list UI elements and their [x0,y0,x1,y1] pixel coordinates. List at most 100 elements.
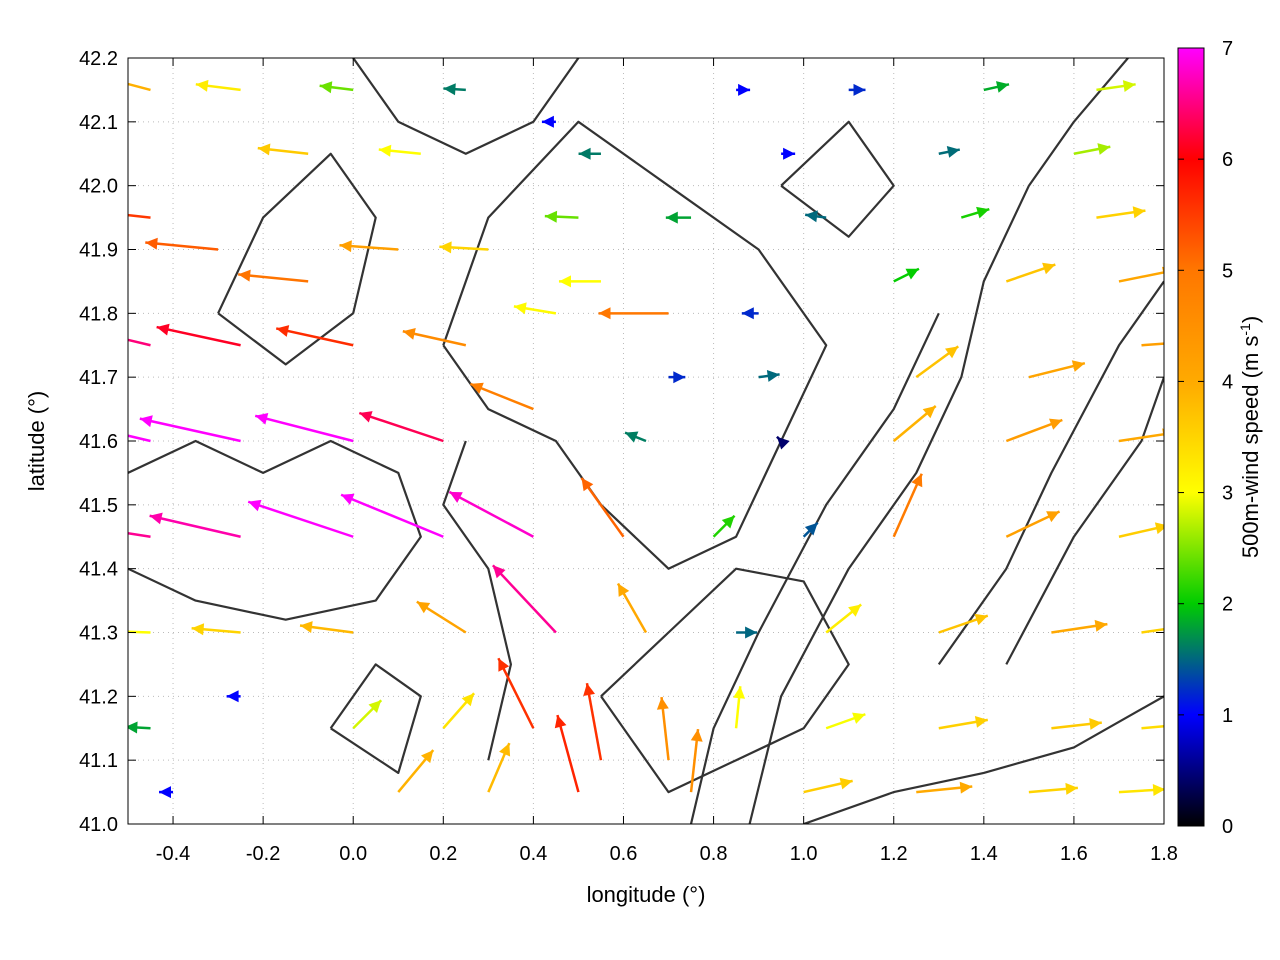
wind-arrow-head [665,211,678,224]
wind-arrow [892,473,923,538]
wind-arrow [128,338,151,347]
contour-line [442,440,512,761]
wind-arrow-head [513,302,527,315]
wind-arrow-head [598,307,611,320]
wind-arrow-head [839,777,853,790]
wind-arrow-head [300,621,313,633]
y-tick-label: 42.0 [79,176,118,198]
wind-arrow [1141,725,1164,730]
wind-arrow [195,79,241,92]
colorbar-label-base: 500m-wind speed (m s [1238,336,1263,559]
wind-arrow-head [1132,206,1146,219]
wind-arrow-shaft [128,630,151,634]
y-tick-label: 41.0 [79,814,118,836]
wind-arrow [1028,782,1078,795]
wind-arrow-head [804,522,818,536]
wind-arrow-head [499,743,511,757]
terrain-contours [128,58,1164,824]
wind-arrow-head [583,683,595,696]
colorbar-tick-label: 7 [1222,38,1233,60]
contour-line [600,567,850,794]
wind-arrow [128,721,151,734]
colorbar-ticks: 0 1 2 3 4 5 6 7 [1178,38,1233,838]
wind-arrow [802,521,819,538]
wind-arrow [938,146,961,158]
y-axis-ticks: 41.0 41.1 41.2 41.3 41.4 41.5 41.6 41.7 41.8 41.9… [79,48,1164,836]
wind-arrow-head [470,382,484,394]
wind-arrow [319,81,354,94]
wind-arrow-head [1154,522,1164,535]
contour-line [803,695,1164,824]
wind-arrow-head [145,237,158,250]
wind-arrow [497,657,535,729]
wind-arrow-head [1152,784,1164,796]
wind-arrow [558,275,601,288]
wind-arrow [733,686,746,729]
contour-line [442,120,828,570]
wind-arrow [358,411,444,443]
wind-arrow [741,307,759,320]
wind-arrow-head [97,73,110,85]
wind-arrow-head [853,83,866,96]
wind-arrow-head [50,414,63,426]
y-tick-label: 41.6 [79,431,118,453]
wind-arrow-shaft [340,493,444,538]
wind-arrow [128,532,151,538]
wind-arrow-shaft [128,338,151,347]
wind-arrow [665,211,692,224]
wind-arrow [97,73,151,92]
wind-arrow [1005,510,1061,538]
colorbar-tick-label: 5 [1222,260,1233,282]
wind-arrow-shaft [275,327,354,347]
colorbar-tick-label: 6 [1222,149,1233,171]
wind-arrow-head [852,712,866,724]
colorbar-tick-label: 3 [1222,483,1233,505]
y-tick-label: 41.2 [79,686,118,708]
wind-arrow-head [195,79,209,92]
wind-arrow [736,626,758,639]
wind-arrow [492,564,557,634]
wind-arrow-shaft [128,82,151,92]
y-tick-label: 42.2 [79,48,118,70]
wind-arrow-head [1046,511,1060,523]
wind-arrow [402,328,467,347]
wind-arrow-shaft [149,514,241,538]
wind-arrow [1118,428,1164,443]
wind-arrow-head [492,565,506,579]
wind-arrow [916,781,973,794]
wind-arrow [915,345,960,379]
wind-arrow [825,712,866,730]
y-tick-label: 41.3 [79,623,118,645]
wind-arrow [598,307,669,320]
wind-arrow-head [149,512,163,525]
wind-arrow [442,692,476,730]
wind-arrow [247,499,354,538]
wind-arrow-head [541,115,554,128]
colorbar [1177,47,1205,827]
wind-arrow [578,147,601,160]
wind-arrow [1141,342,1164,347]
wind-arrow-head [226,690,239,703]
wind-arrow-head [946,146,960,158]
wind-arrow-head [498,658,510,672]
wind-arrow [275,325,354,347]
wind-arrow-head [439,241,452,254]
wind-arrow-head [368,700,382,713]
wind-arrow [128,630,151,634]
wind-arrow [892,405,937,442]
colorbar-label-exp: -1 [1237,323,1253,336]
wind-arrow-head [139,415,153,428]
wind-arrow-head [733,686,746,699]
wind-arrow-head [721,515,735,529]
wind-arrow-head [421,750,434,764]
wind-arrow [339,240,399,253]
wind-arrow-head [1049,418,1063,430]
wind-arrow-shaft [585,682,603,761]
colorbar-label: 500m-wind speed (m s-1) [1237,316,1263,558]
wind-arrow-head [341,493,355,505]
wind-arrow-head [581,477,594,492]
wind-arrow [736,83,751,96]
wind-arrow-shaft [497,657,535,729]
wind-arrow-head [276,325,290,337]
colorbar-label-close: ) [1238,316,1263,323]
